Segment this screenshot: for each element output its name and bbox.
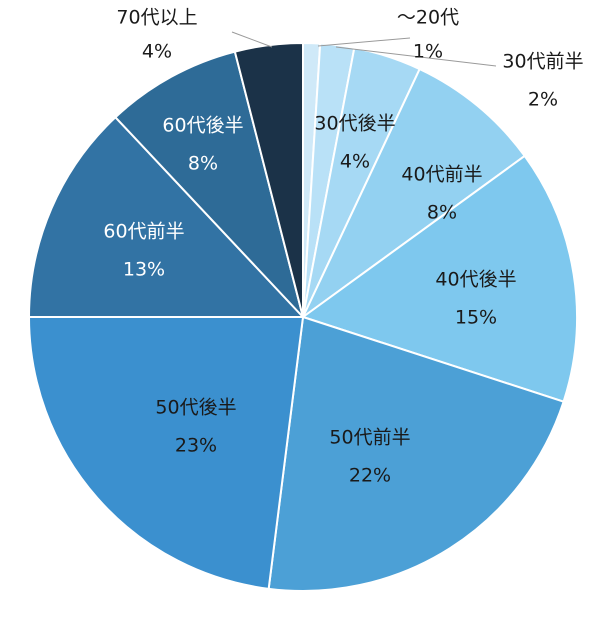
slice-percent-label: 22%: [349, 465, 391, 487]
slice-percent-label: 4%: [340, 151, 370, 173]
leader-line-1: [317, 37, 411, 47]
slice-category-label: 30代後半: [314, 113, 395, 135]
slice-percent-label: 4%: [142, 41, 172, 63]
slice-labels: 〜20代 1% 30代前半 2% 30代後半 4% 40代前半 8% 40代後半 15% 50代前半…: [103, 7, 583, 487]
pie-slice-4: [302, 67, 527, 318]
slice-category-label: 50代後半: [155, 397, 236, 419]
pie-slice-5: [300, 154, 578, 403]
slice-category-label: 50代前半: [329, 427, 410, 449]
pie-slice-7: [27, 316, 305, 590]
slice-percent-label: 1%: [413, 41, 443, 63]
slice-percent-label: 8%: [188, 153, 218, 175]
slice-category-label: 40代後半: [435, 269, 516, 291]
slice-percent-label: 15%: [455, 307, 497, 329]
pie-slices: [27, 41, 578, 592]
slice-category-label: 60代前半: [103, 221, 184, 243]
slice-category-label: 40代前半: [401, 164, 482, 186]
slice-percent-label: 23%: [175, 435, 217, 457]
slice-category-label: 〜20代: [397, 7, 459, 29]
pie-slice-9: [114, 50, 304, 318]
pie-slice-6: [267, 315, 565, 592]
slice-category-label: 70代以上: [116, 7, 197, 29]
slice-percent-label: 2%: [528, 89, 558, 111]
pie-slice-8: [27, 115, 306, 318]
slice-category-label: 30代前半: [502, 51, 583, 73]
slice-category-label: 60代後半: [162, 115, 243, 137]
slice-percent-label: 8%: [427, 202, 457, 224]
leader-lines: [231, 31, 497, 67]
leader-line-2: [335, 46, 497, 67]
leader-line-10: [231, 31, 273, 48]
slice-percent-label: 13%: [123, 259, 165, 281]
